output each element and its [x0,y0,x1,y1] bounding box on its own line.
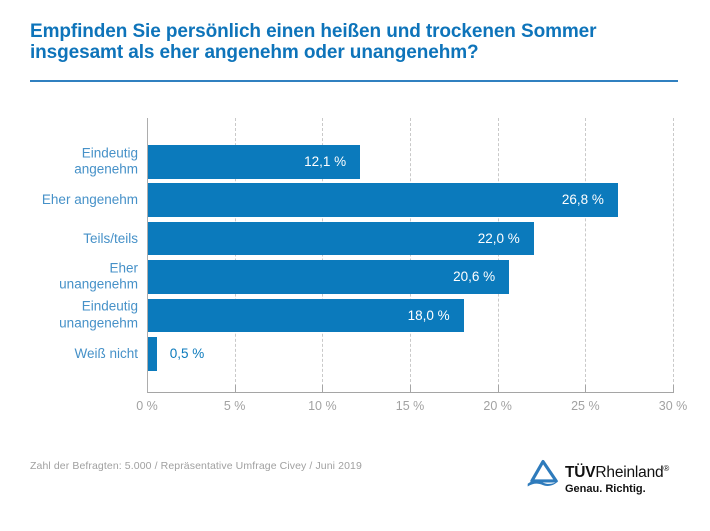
source-note: Zahl der Befragten: 5.000 / Repräsentati… [30,460,362,472]
category-label-line: unangenehm [59,276,138,292]
plot-area: 12,1 % 26,8 % 22,0 % 20,6 % 18,0 % 0,5 % [147,118,674,393]
x-tick-label-20pct: 20 % [483,399,512,413]
gridline-30pct [673,118,674,392]
category-label-line: angenehm [74,161,138,177]
logo-wordmark: TÜVRheinland® [565,464,669,482]
category-label-line: Teils/teils [83,230,138,246]
axis-tick-5pct [234,385,236,392]
category-label-line: Weiß nicht [74,345,138,361]
chart-title: Empfinden Sie persönlich einen heißen un… [30,21,680,63]
logo-rheinland: Rheinland [595,464,664,482]
bar-value-label-3: 22,0 % [477,230,520,246]
axis-tick-30pct [673,385,674,392]
chart-title-line1: Empfinden Sie persönlich einen heißen un… [30,21,597,42]
x-tick-label-15pct: 15 % [395,399,425,413]
category-label-3: Teils/teils [28,230,138,247]
category-label-line: Eindeutig [81,145,138,161]
tuv-triangle-icon [527,459,559,487]
bar-value-label-2: 26,8 % [561,192,604,208]
bar-value-label-5: 18,0 % [407,307,450,323]
bar-4: 20,6 % [148,260,510,294]
bar-value-label-6: 0,5 % [169,346,205,361]
x-tick-label-25pct: 25 % [571,399,600,413]
bar-value-label-4: 20,6 % [453,269,496,285]
category-label-line: Eher [109,260,138,276]
bar-6: 0,5 % [148,337,204,371]
bar-value-label-1: 12,1 % [304,154,347,169]
category-label-5: Eindeutig unangenehm [28,299,138,332]
x-tick-label-30pct: 30 % [658,399,688,413]
category-label-1: Eindeutig angenehm [28,145,138,178]
bar-2: 26,8 % [148,183,618,217]
category-label-line: Eindeutig [81,298,138,314]
registered-mark: ® [663,464,670,473]
category-label-4: Eher unangenehm [28,260,138,293]
category-label-6: Weiß nicht [28,346,138,363]
axis-tick-15pct [410,385,411,392]
axis-tick-10pct [322,385,324,392]
bar-5: 18,0 % [148,298,464,333]
x-tick-label-10pct: 10 % [308,399,337,413]
logo-tagline: Genau. Richtig. [565,483,646,495]
gridline-25pct [585,118,587,392]
x-tick-label-0pct: 0 % [136,399,158,413]
bar-1: 12,1 % [148,145,361,179]
category-label-2: Eher angenehm [28,192,138,209]
logo-tuv: TÜV [565,464,596,482]
tuv-rheinland-logo: TÜVRheinland® Genau. Richtig. [527,456,702,506]
category-label-line: unangenehm [59,315,138,331]
axis-tick-20pct [497,385,499,392]
bar-3: 22,0 % [148,221,534,256]
x-tick-label-5pct: 5 % [223,399,246,413]
category-label-line: Eher angenehm [41,191,138,207]
title-divider [30,80,678,82]
axis-tick-25pct [585,385,587,392]
chart-title-line2: insgesamt als eher angenehm oder unangen… [30,42,479,63]
